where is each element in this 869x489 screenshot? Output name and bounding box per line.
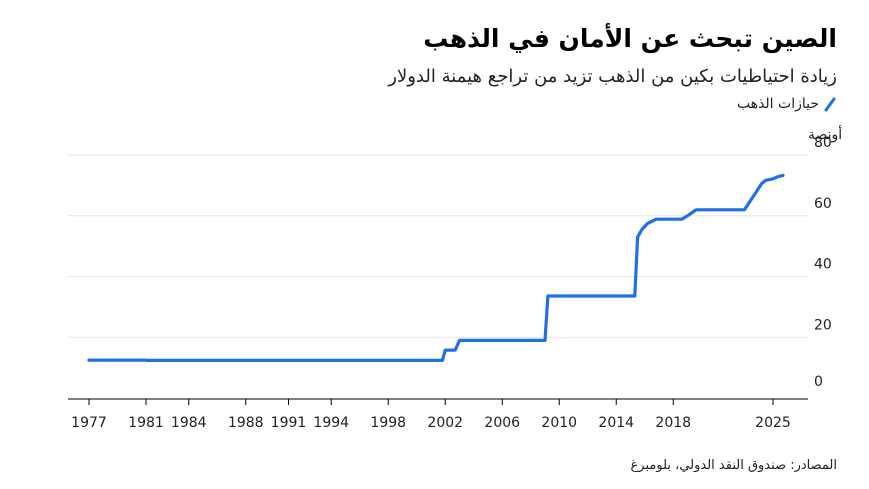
chart-subtitle: زيادة احتياطيات بكين من الذهب تزيد من تر… — [388, 66, 837, 87]
x-tick-label: 1991 — [271, 415, 307, 431]
x-tick-label: 2006 — [484, 415, 520, 431]
y-tick-label: 60 — [814, 196, 832, 212]
y-tick-label: 20 — [814, 317, 832, 333]
legend: حيازات الذهب — [737, 96, 837, 112]
y-tick-label: 80 — [814, 135, 832, 151]
x-tick-label: 2014 — [598, 415, 634, 431]
x-tick-label: 1977 — [71, 415, 107, 431]
legend-label: حيازات الذهب — [736, 96, 819, 112]
legend-line-swatch-icon — [823, 96, 837, 112]
series-layer — [87, 173, 785, 362]
y-tick-label: 0 — [814, 374, 823, 390]
x-tick-label: 2010 — [541, 415, 577, 431]
x-tick-label: 2018 — [655, 415, 691, 431]
x-tick-label: 1984 — [171, 415, 207, 431]
series-line-gold-holdings — [87, 173, 785, 362]
x-tick-label: 2002 — [427, 415, 463, 431]
x-axis-ticks: 1977 1981 1984 1988 1991 1994 1998 2002 2006 2010… — [71, 399, 791, 431]
y-tick-label: 40 — [814, 257, 832, 273]
x-tick-label: 1998 — [370, 415, 406, 431]
y-unit-label: أونصة — [808, 125, 842, 143]
x-tick-label: 1994 — [313, 415, 349, 431]
source-note: المصادر: صندوق النقد الدولي، بلومبرغ — [630, 458, 837, 473]
x-tick-label: 1981 — [128, 415, 164, 431]
gridlines — [68, 154, 808, 400]
x-tick-label: 2025 — [755, 415, 791, 431]
x-tick-label: 1988 — [228, 415, 264, 431]
chart-title: الصين تبحث عن الأمان في الذهب — [423, 24, 837, 53]
